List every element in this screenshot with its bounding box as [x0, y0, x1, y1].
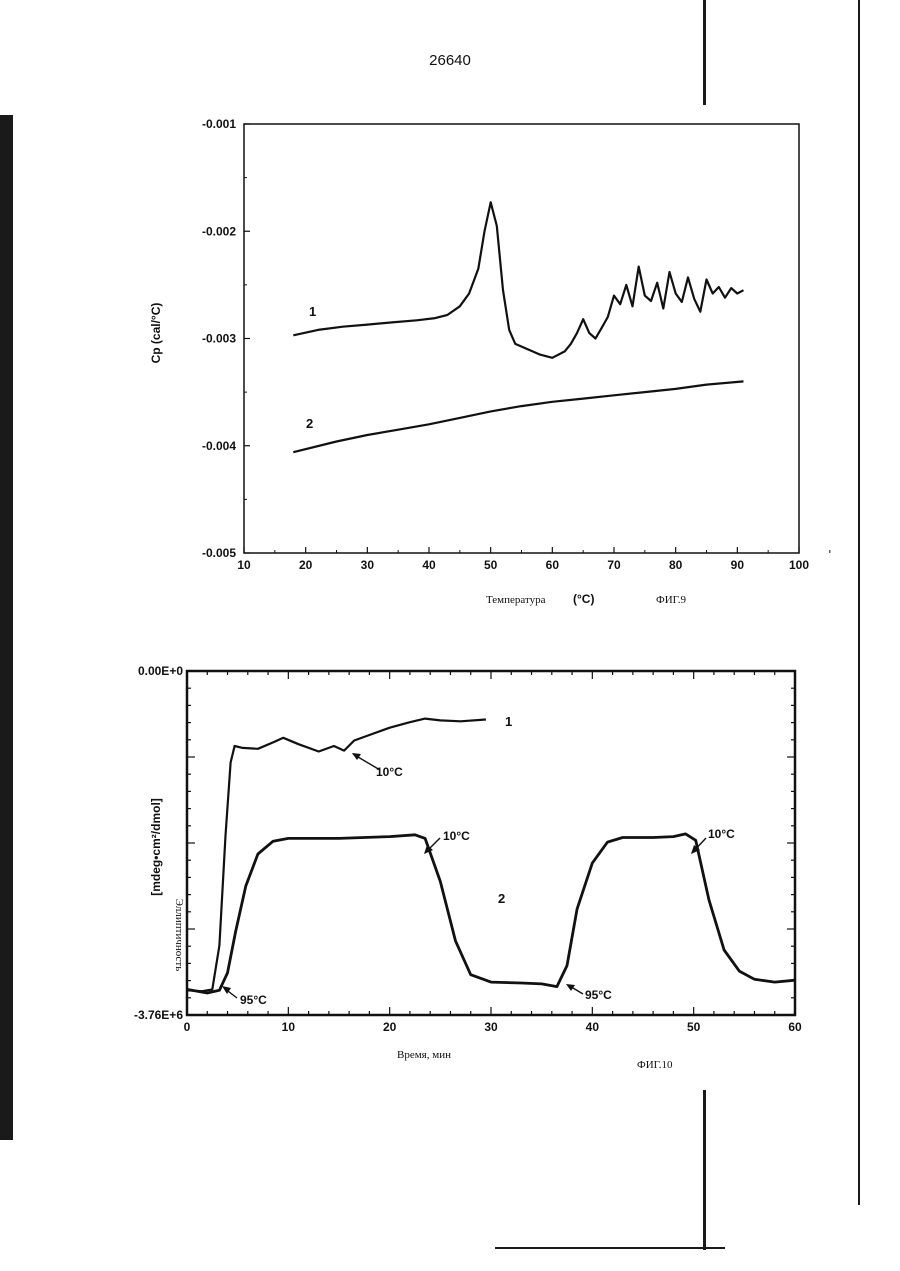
fig10-annotation-10c-c: 10°C — [691, 827, 735, 854]
fig10-figure-label: ФИГ.10 — [637, 1059, 673, 1071]
fig10-series-2-label: 2 — [498, 891, 505, 906]
fig10-annotation-95c-a: 95°C — [222, 986, 267, 1007]
fig10-annotation-10c-b: 10°C — [424, 829, 470, 854]
fig10-annotation-text: 10°C — [376, 765, 403, 779]
fig10-x-tick-label: 40 — [586, 1020, 600, 1034]
scan-vertical-line-right — [703, 1090, 706, 1250]
fig10-series-1-label: 1 — [505, 714, 512, 729]
fig10-x-tick-label: 10 — [282, 1020, 296, 1034]
fig10-x-tick-label: 0 — [184, 1020, 191, 1034]
scan-page-edge-line — [858, 0, 860, 1205]
fig10-x-tick-label: 60 — [788, 1020, 802, 1034]
fig10-annotation-95c-b: 95°C — [566, 984, 612, 1002]
scan-left-edge-bar — [0, 115, 13, 1140]
fig10-y-tick-label: 0.00E+0 — [138, 664, 183, 678]
fig10-y-tick-label: -3.76E+6 — [134, 1008, 183, 1022]
fig10-annotation-10c-a: 10°C — [352, 753, 403, 779]
fig10-series-group — [187, 719, 795, 993]
fig10-annotation-text: 10°C — [443, 829, 470, 843]
fig10-x-tick-label: 30 — [484, 1020, 498, 1034]
fig10-plot-area: 0 10 20 30 40 50 60 0.00E+0 -3.76E+6 — [134, 664, 802, 1034]
fig10-y-axis-title: [mdeg•cm²/dmol] — [149, 798, 163, 896]
fig10-annotation-text: 95°C — [240, 993, 267, 1007]
fig10-annotation-text: 10°C — [708, 827, 735, 841]
fig10-annotation-text: 95°C — [585, 988, 612, 1002]
fig10-y-axis-secondary-title: Эллиптичность — [173, 899, 185, 971]
fig10-x-axis-title: Время, мин — [397, 1049, 451, 1061]
fig10-plot-frame — [187, 671, 795, 1015]
scan-bottom-rule — [495, 1247, 725, 1249]
fig10-series-2-line — [187, 834, 795, 993]
scan-vertical-line-right — [703, 0, 706, 105]
fig10-x-tick-label: 20 — [383, 1020, 397, 1034]
fig10-x-tick-label: 50 — [687, 1020, 701, 1034]
